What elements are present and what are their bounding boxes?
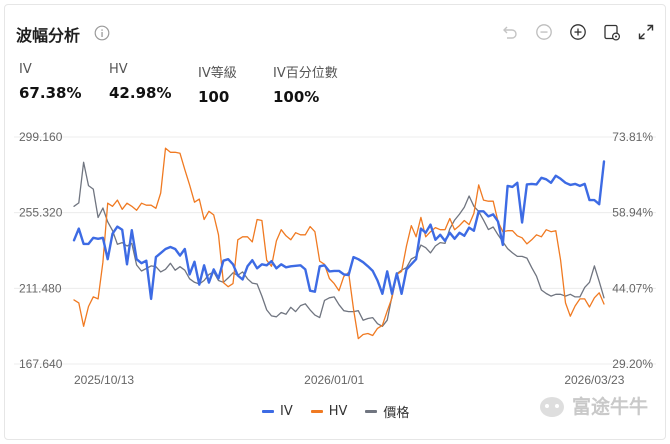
- chart-legend: IV HV 價格: [262, 402, 409, 421]
- y-tick-label-left: 167.640: [19, 357, 63, 371]
- y-tick-label-right: 58.94%: [612, 206, 653, 220]
- stat-value: 100: [198, 88, 230, 106]
- x-tick-label: 2025/10/13: [74, 373, 134, 387]
- legend-swatch: [262, 410, 274, 413]
- info-icon[interactable]: [94, 25, 110, 41]
- stat-hv: HV 42.98%: [109, 62, 171, 102]
- stat-value: 67.38%: [19, 84, 82, 102]
- legend-item-price[interactable]: 價格: [365, 402, 409, 421]
- stat-iv-percentile: IV百分位數 100%: [273, 62, 338, 106]
- y-tick-label-left: 211.480: [19, 281, 62, 295]
- y-tick-label-left: 255.320: [19, 206, 63, 220]
- legend-item-iv[interactable]: IV: [262, 402, 293, 421]
- x-tick-label: 2026/03/23: [564, 373, 624, 387]
- fullscreen-icon[interactable]: [636, 22, 656, 42]
- series-line-price: [73, 161, 605, 327]
- brand-watermark: 富途牛牛: [538, 392, 648, 419]
- series-line-hv: [73, 147, 605, 340]
- panel-title: 波幅分析: [16, 26, 81, 45]
- undo-icon[interactable]: [500, 22, 520, 42]
- legend-label: 價格: [383, 406, 410, 421]
- zoom-out-icon[interactable]: [534, 22, 554, 42]
- legend-label: HV: [328, 404, 348, 419]
- stat-value: 100%: [273, 88, 320, 106]
- y-tick-label-left: 299.160: [19, 130, 63, 144]
- x-tick-label: 2026/01/01: [304, 373, 364, 387]
- y-tick-label-right: 29.20%: [612, 357, 653, 371]
- stat-label: IV等級: [198, 66, 237, 81]
- legend-label: IV: [280, 404, 293, 419]
- watermark-text: 富途牛牛: [571, 396, 648, 418]
- logo-icon: [539, 396, 564, 417]
- zoom-in-icon[interactable]: [568, 22, 588, 42]
- stat-label: IV: [19, 62, 32, 77]
- stat-value: 42.98%: [109, 84, 172, 102]
- stat-iv-rank: IV等級 100: [198, 62, 237, 106]
- y-tick-label-right: 73.81%: [612, 130, 653, 144]
- legend-swatch: [365, 410, 378, 413]
- volatility-panel: [4, 4, 666, 440]
- stat-label: IV百分位數: [273, 66, 338, 81]
- legend-swatch: [310, 410, 323, 413]
- stat-iv: IV 67.38%: [19, 62, 81, 102]
- stat-label: HV: [109, 62, 128, 77]
- y-tick-label-right: 44.07%: [612, 281, 653, 295]
- series-line-iv: [72, 160, 606, 301]
- settings-icon[interactable]: [602, 22, 622, 42]
- legend-item-hv[interactable]: HV: [310, 402, 348, 421]
- chart-toolbar: [500, 22, 656, 42]
